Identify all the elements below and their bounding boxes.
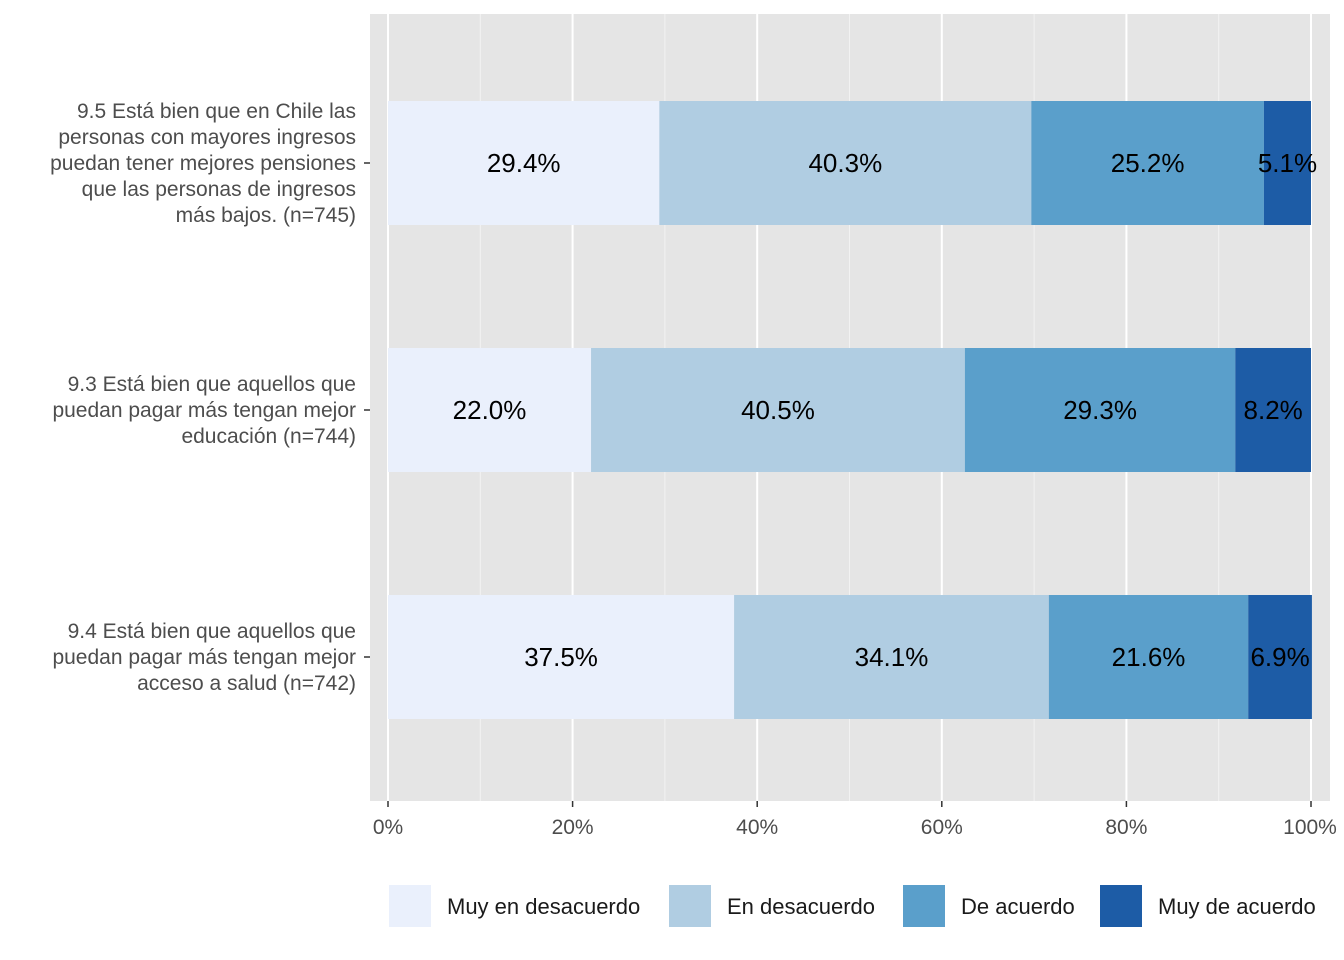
bar-value-label: 29.3% [1063, 395, 1137, 425]
category-label: 9.3 Está bien que aquellos que puedan pag… [52, 372, 356, 450]
category-label: 9.4 Está bien que aquellos que puedan pag… [52, 619, 356, 697]
category-label-line: acceso a salud (n=742) [137, 672, 356, 695]
legend-label: Muy de acuerdo [1158, 894, 1316, 919]
bar-value-label: 21.6% [1112, 642, 1186, 672]
bar-segment [734, 595, 1049, 719]
bar-value-label: 8.2% [1244, 395, 1303, 425]
category-label-line: 9.5 Está bien que en Chile las [76, 100, 356, 123]
x-axis-tick-label: 40% [736, 816, 778, 839]
legend-label: En desacuerdo [727, 894, 875, 919]
category-label-line: más bajos. (n=745) [175, 204, 356, 227]
bar-segment [388, 348, 592, 472]
category-label-line: puedan pagar más tengan mejor [52, 646, 356, 669]
bar-segment [1048, 595, 1249, 719]
value-labels: 29.4% 40.3% 25.2% 5.1% 22.0% 40.5% 29.3% 8.2% 37… [453, 148, 1317, 672]
legend-label: Muy en desacuerdo [447, 894, 641, 919]
bar-value-label: 40.3% [808, 148, 882, 178]
category-label-line: puedan tener mejores pensiones [50, 152, 356, 175]
category-label-line: educación (n=744) [181, 425, 356, 448]
bar-value-label: 5.1% [1258, 148, 1317, 178]
legend-key [388, 884, 432, 928]
x-axis-tick-label: 100% [1283, 816, 1337, 839]
bar-value-label: 6.9% [1250, 642, 1309, 672]
bar-value-label: 37.5% [524, 642, 598, 672]
category-label: 9.5 Está bien que en Chile las personas c… [50, 99, 356, 229]
x-axis-tick-label: 0% [373, 816, 403, 839]
legend-key [902, 884, 946, 928]
legend-key [1099, 884, 1143, 928]
x-axis-tick-label: 80% [1105, 816, 1147, 839]
bar-value-label: 25.2% [1111, 148, 1185, 178]
bar-value-label: 22.0% [453, 395, 527, 425]
bar-value-label: 29.4% [487, 148, 561, 178]
category-label-line: puedan pagar más tengan mejor [52, 399, 356, 422]
bar-segment [1248, 595, 1312, 719]
x-axis-tick-label: 20% [552, 816, 594, 839]
legend-key [668, 884, 712, 928]
category-label-line: que las personas de ingresos [81, 178, 356, 201]
bar-segment [591, 348, 965, 472]
category-label-line: personas con mayores ingresos [58, 126, 356, 149]
bar-segment [659, 101, 1032, 225]
bar-segment [1031, 101, 1264, 225]
category-label-line: 9.3 Está bien que aquellos que [67, 373, 356, 396]
x-axis-tick-label: 60% [921, 816, 963, 839]
bar-segment [1263, 101, 1311, 225]
axes: 0% 20% 40% 60% 80% 100% [364, 162, 1337, 839]
bar-value-label: 34.1% [855, 642, 929, 672]
bar-segment [964, 348, 1236, 472]
bars [388, 101, 1312, 719]
bar-segment [1235, 348, 1311, 472]
bar-segment [388, 101, 660, 225]
bar-segment [388, 595, 735, 719]
legend-label: De acuerdo [961, 894, 1075, 919]
category-label-line: 9.4 Está bien que aquellos que [67, 620, 356, 643]
bar-value-label: 40.5% [741, 395, 815, 425]
